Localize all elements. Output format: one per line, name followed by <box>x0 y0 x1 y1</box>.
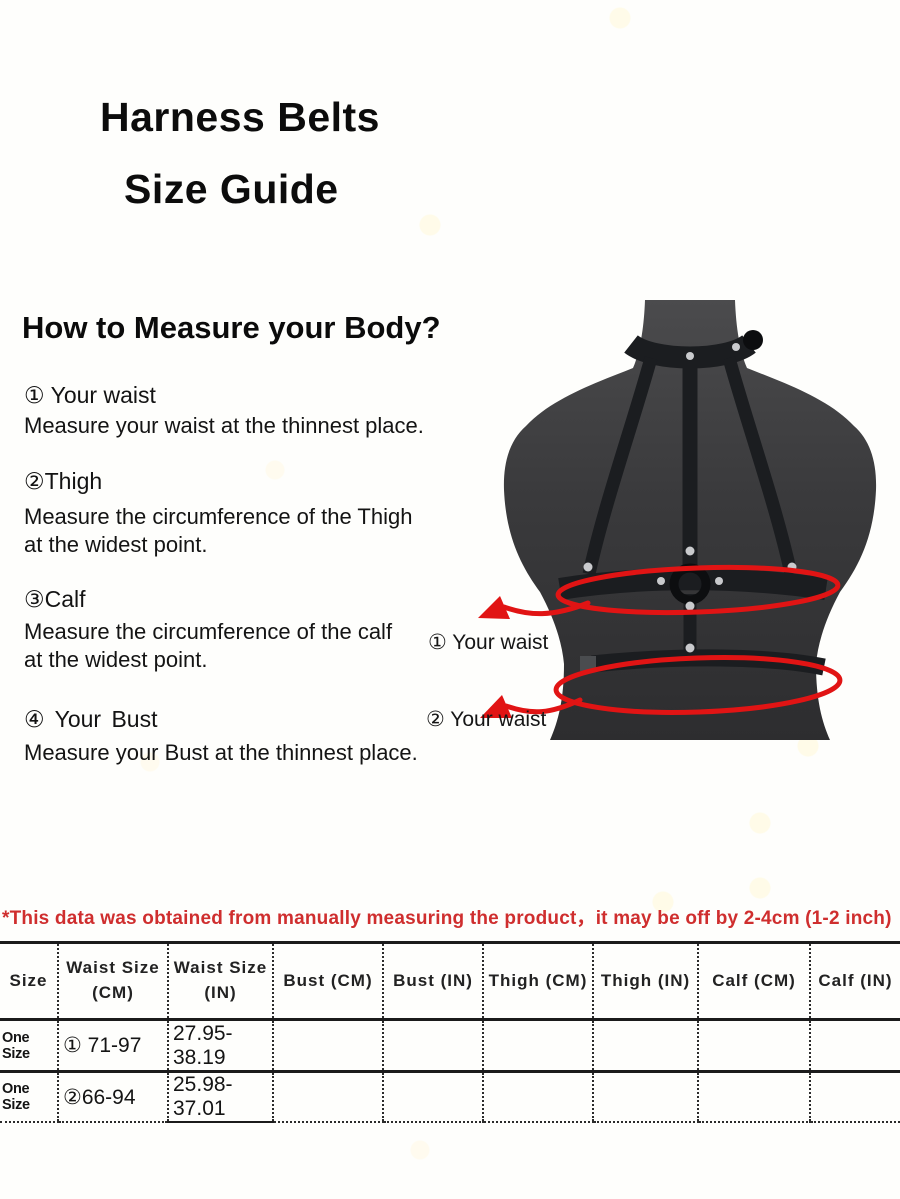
row2-calf-cm <box>697 1071 810 1123</box>
left-shoulder-strap <box>582 356 658 576</box>
col-header-bust-in: Bust (IN) <box>382 942 483 1021</box>
instruction-2-line1: Measure the circumference of the Thigh <box>24 504 413 529</box>
size-table-header-row: Size Waist Size (CM) Waist Size (IN) Bus… <box>0 942 900 1021</box>
instruction-2-line2: at the widest point. <box>24 532 208 557</box>
instruction-4-body: Measure your Bust at the thinnest place. <box>24 740 418 765</box>
instruction-3-body: Measure the circumference of the calf at… <box>24 618 454 674</box>
col-header-size: Size <box>0 942 58 1021</box>
col-header-calf-in: Calf (IN) <box>809 942 900 1021</box>
mannequin-figure <box>478 300 877 740</box>
col-header-waist-cm: Waist Size (CM) <box>57 942 168 1021</box>
col-header-thigh-cm: Thigh (CM) <box>482 942 593 1021</box>
col-header-thigh-in: Thigh (IN) <box>592 942 698 1021</box>
upper-arrow-tail <box>501 600 591 617</box>
instruction-1-heading: ① Your waist <box>24 382 156 408</box>
instruction-4-heading: ④ Your Bust <box>24 706 158 732</box>
row1-bust-in <box>382 1019 483 1073</box>
instruction-3-line1: Measure the circumference of the calf <box>24 619 393 644</box>
section-heading: How to Measure your Body? <box>22 310 441 345</box>
lower-arrow-tail <box>503 697 583 715</box>
instruction-3-line2: at the widest point. <box>24 647 208 672</box>
size-table-row-1: One Size ① 71-97 27.95-38.19 <box>0 1019 900 1073</box>
row1-waist-cm: ① 71-97 <box>57 1019 168 1073</box>
row2-size: One Size <box>0 1071 58 1123</box>
rivets <box>583 343 797 653</box>
row1-bust-cm <box>272 1019 383 1073</box>
upper-arrow-head <box>478 596 510 619</box>
row2-waist-in: 25.98-37.01 <box>167 1071 273 1123</box>
row2-bust-cm <box>272 1071 383 1123</box>
product-photo <box>440 300 900 740</box>
col-header-calf-cm: Calf (CM) <box>697 942 810 1021</box>
row1-thigh-in <box>592 1019 698 1073</box>
row2-thigh-in <box>592 1071 698 1123</box>
instruction-2-heading: ②Thigh <box>24 468 103 494</box>
figure-label-lower-waist: ② Your waist <box>426 708 547 731</box>
size-table-row-2: One Size ②66-94 25.98-37.01 <box>0 1071 900 1123</box>
col-header-bust-cm: Bust (CM) <box>272 942 383 1021</box>
row1-waist-in: 27.95-38.19 <box>167 1019 273 1073</box>
row1-size: One Size <box>0 1019 58 1073</box>
row2-waist-cm: ②66-94 <box>57 1071 168 1123</box>
page-title-line1: Harness Belts <box>100 94 380 140</box>
row1-calf-cm <box>697 1019 810 1073</box>
page-title-line2: Size Guide <box>124 166 339 212</box>
row1-calf-in <box>809 1019 900 1073</box>
lower-waist-ellipse <box>553 655 843 715</box>
measurement-disclaimer: *This data was obtained from manually me… <box>2 908 892 929</box>
instruction-3-heading: ③Calf <box>24 586 86 612</box>
col-header-waist-in: Waist Size (IN) <box>167 942 273 1021</box>
row2-calf-in <box>809 1071 900 1123</box>
upper-waist-ellipse <box>555 564 841 616</box>
lower-belt-tip <box>580 656 596 671</box>
row2-bust-in <box>382 1071 483 1123</box>
instruction-2-body: Measure the circumference of the Thigh a… <box>24 503 454 559</box>
upper-waist-belt <box>558 568 828 600</box>
figure-label-upper-waist: ① Your waist <box>428 631 549 654</box>
lower-arrow-head <box>480 695 512 718</box>
size-table: Size Waist Size (CM) Waist Size (IN) Bus… <box>0 941 900 1123</box>
row1-thigh-cm <box>482 1019 593 1073</box>
right-shoulder-strap <box>722 356 798 576</box>
instruction-1-body: Measure your waist at the thinnest place… <box>24 413 424 438</box>
choker-buckle <box>743 330 763 350</box>
row2-thigh-cm <box>482 1071 593 1123</box>
measurement-marks <box>478 564 843 718</box>
